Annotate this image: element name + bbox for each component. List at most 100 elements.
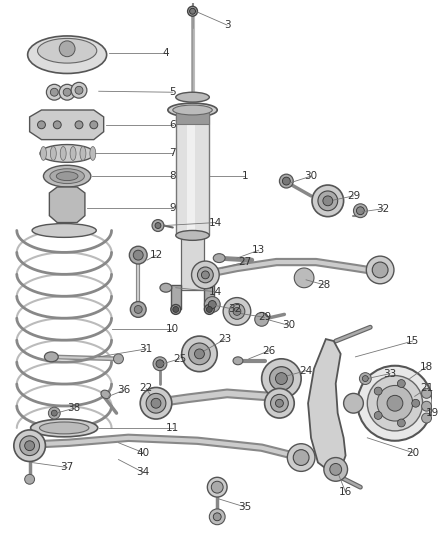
Text: 3: 3 <box>224 20 230 30</box>
Circle shape <box>75 121 83 129</box>
Text: 26: 26 <box>262 346 275 356</box>
Circle shape <box>194 349 205 359</box>
Circle shape <box>366 256 394 284</box>
Text: 18: 18 <box>420 362 433 372</box>
Circle shape <box>213 513 221 521</box>
Circle shape <box>330 464 342 475</box>
Circle shape <box>133 250 143 260</box>
Ellipse shape <box>171 304 181 314</box>
Text: 12: 12 <box>149 250 162 260</box>
Circle shape <box>283 177 290 185</box>
Circle shape <box>63 88 71 96</box>
Text: 8: 8 <box>170 171 176 181</box>
Text: 13: 13 <box>252 245 265 255</box>
Circle shape <box>353 204 367 217</box>
Text: 15: 15 <box>406 336 419 346</box>
Circle shape <box>190 9 195 14</box>
Circle shape <box>25 441 35 450</box>
Polygon shape <box>30 110 104 140</box>
Text: 40: 40 <box>137 448 150 458</box>
Circle shape <box>294 268 314 288</box>
Circle shape <box>397 419 405 427</box>
Circle shape <box>422 413 431 423</box>
Circle shape <box>287 444 315 471</box>
Ellipse shape <box>80 147 86 160</box>
Circle shape <box>367 376 423 431</box>
Polygon shape <box>49 187 85 223</box>
Circle shape <box>189 343 210 365</box>
Circle shape <box>279 174 293 188</box>
Text: 1: 1 <box>241 171 248 181</box>
Text: 32: 32 <box>228 304 242 314</box>
Circle shape <box>71 83 87 98</box>
Ellipse shape <box>38 38 97 63</box>
Text: 23: 23 <box>219 334 232 344</box>
Circle shape <box>173 306 179 312</box>
Circle shape <box>374 411 382 419</box>
Circle shape <box>269 367 293 390</box>
Circle shape <box>46 84 62 100</box>
Polygon shape <box>181 236 205 290</box>
Text: 35: 35 <box>238 502 251 512</box>
Circle shape <box>155 223 161 229</box>
Ellipse shape <box>40 147 46 160</box>
Circle shape <box>422 389 431 398</box>
Circle shape <box>343 393 364 413</box>
Circle shape <box>357 366 432 441</box>
Ellipse shape <box>31 419 98 437</box>
Circle shape <box>191 261 219 289</box>
Circle shape <box>113 354 124 364</box>
Circle shape <box>146 393 166 413</box>
Circle shape <box>324 457 348 481</box>
Circle shape <box>276 399 283 407</box>
Circle shape <box>187 6 198 16</box>
Circle shape <box>412 399 420 407</box>
Circle shape <box>318 191 338 211</box>
Ellipse shape <box>173 105 212 115</box>
Circle shape <box>233 308 241 316</box>
Circle shape <box>362 376 368 382</box>
Circle shape <box>156 360 164 368</box>
Circle shape <box>59 84 75 100</box>
Ellipse shape <box>233 357 243 365</box>
Text: 4: 4 <box>162 48 169 58</box>
Circle shape <box>208 301 216 309</box>
Polygon shape <box>308 339 346 472</box>
Ellipse shape <box>44 352 58 362</box>
Circle shape <box>205 297 220 312</box>
Circle shape <box>134 305 142 313</box>
Text: 20: 20 <box>406 448 419 458</box>
Circle shape <box>271 394 288 412</box>
Ellipse shape <box>56 172 78 181</box>
Circle shape <box>207 478 227 497</box>
Circle shape <box>223 297 251 325</box>
Text: 31: 31 <box>140 344 153 354</box>
Circle shape <box>374 387 382 395</box>
Text: 25: 25 <box>173 354 186 364</box>
Circle shape <box>372 262 388 278</box>
Circle shape <box>48 407 60 419</box>
Circle shape <box>153 357 167 370</box>
Circle shape <box>90 121 98 129</box>
Circle shape <box>265 389 294 418</box>
Circle shape <box>75 86 83 94</box>
Text: 14: 14 <box>208 287 222 297</box>
Circle shape <box>25 474 35 484</box>
Text: 30: 30 <box>304 171 318 181</box>
Circle shape <box>131 302 146 317</box>
Ellipse shape <box>28 36 106 74</box>
Circle shape <box>397 379 405 387</box>
Circle shape <box>276 373 287 384</box>
Circle shape <box>14 430 46 462</box>
Polygon shape <box>187 114 194 230</box>
Ellipse shape <box>205 304 214 314</box>
Text: 27: 27 <box>238 257 251 267</box>
Circle shape <box>211 481 223 493</box>
Circle shape <box>209 509 225 524</box>
Circle shape <box>377 385 413 421</box>
Text: 24: 24 <box>300 366 313 376</box>
Text: 28: 28 <box>317 280 331 290</box>
Circle shape <box>50 88 58 96</box>
Text: 36: 36 <box>117 385 130 395</box>
Ellipse shape <box>160 283 172 292</box>
